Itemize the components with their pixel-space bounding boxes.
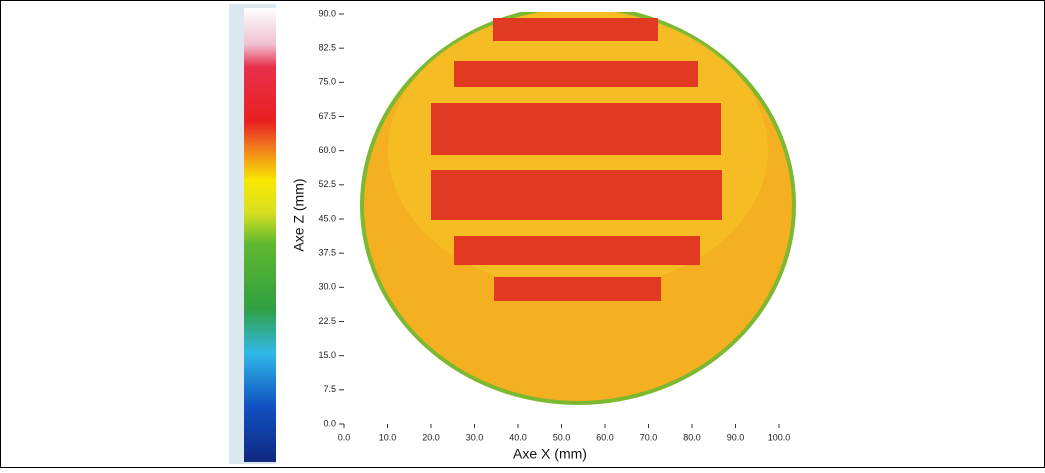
- region: [431, 103, 721, 155]
- x-tick-label: 80.0: [683, 432, 701, 442]
- y-tick-label: 45.0: [318, 213, 336, 223]
- y-tick-label: 0.0: [323, 418, 336, 428]
- y-tick-label: 90.0: [318, 8, 336, 18]
- x-tick-label: 0.0: [338, 432, 351, 442]
- x-tick-label: 100.0: [768, 432, 791, 442]
- y-tick-label: 7.5: [323, 384, 336, 394]
- region: [431, 170, 722, 220]
- x-tick-label: 90.0: [727, 432, 745, 442]
- x-tick-label: 70.0: [640, 432, 658, 442]
- x-tick-label: 20.0: [422, 432, 440, 442]
- y-tick-label: 60.0: [318, 145, 336, 155]
- region: [493, 18, 658, 41]
- x-axis-label: Axe X (mm): [513, 446, 587, 462]
- region: [494, 277, 661, 301]
- x-tick-label: 60.0: [596, 432, 614, 442]
- y-tick-label: 82.5: [318, 43, 336, 53]
- y-axis-label: Axe Z (mm): [291, 178, 307, 251]
- y-tick-label: 75.0: [318, 77, 336, 87]
- x-tick-label: 50.0: [553, 432, 571, 442]
- x-tick-label: 30.0: [466, 432, 484, 442]
- y-tick-label: 67.5: [318, 111, 336, 121]
- y-tick-label: 15.0: [318, 350, 336, 360]
- colorbar: [244, 8, 276, 462]
- y-tick-label: 22.5: [318, 316, 336, 326]
- y-tick-label: 37.5: [318, 248, 336, 258]
- y-tick-label: 30.0: [318, 282, 336, 292]
- region: [454, 61, 698, 87]
- x-tick-label: 40.0: [509, 432, 527, 442]
- x-tick-label: 10.0: [379, 432, 397, 442]
- y-tick-label: 52.5: [318, 179, 336, 189]
- region: [454, 236, 700, 265]
